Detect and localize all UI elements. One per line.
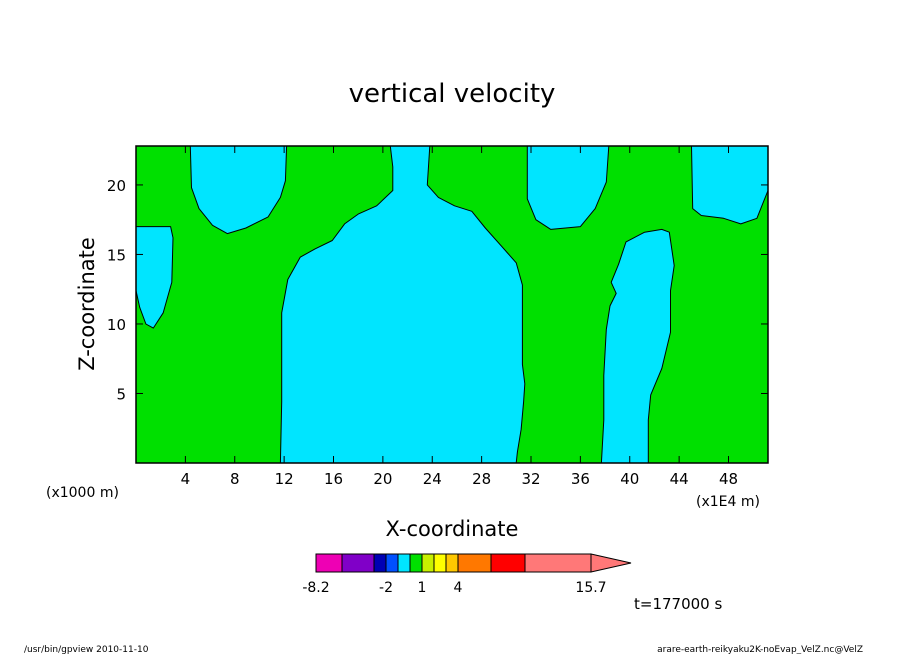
x-unit-right-label: (x1E4 m) (696, 494, 760, 510)
colorbar-label: 15.7 (575, 580, 606, 596)
x-tick-label: 40 (620, 470, 639, 488)
colorbar-box (524, 553, 592, 573)
colorbar-box (315, 553, 343, 573)
contour-region-f (691, 145, 769, 225)
x-tick-label: 8 (230, 470, 240, 488)
y-tick-label: 10 (107, 316, 126, 334)
x-tick-label: 20 (373, 470, 392, 488)
contour-region-b (189, 145, 288, 235)
colorbar-box (373, 553, 387, 573)
x-tick-label: 36 (571, 470, 590, 488)
x-unit-left-label: (x1000 m) (46, 485, 119, 501)
contour-region-d (526, 145, 610, 230)
y-tick-label: 20 (107, 177, 126, 195)
colorbar-arrow (590, 553, 632, 573)
x-tick-label: 28 (472, 470, 491, 488)
footer-left: /usr/bin/gpview 2010-11-10 (24, 645, 149, 654)
colorbar-label: -2 (379, 580, 393, 596)
x-tick-label: 16 (324, 470, 343, 488)
x-axis-label: X-coordinate (386, 517, 519, 541)
time-label: t=177000 s (634, 595, 722, 613)
contour-region-c (279, 145, 526, 464)
colorbar-label: 4 (454, 580, 463, 596)
colorbar-box (457, 553, 492, 573)
y-tick-label: 15 (107, 246, 126, 264)
colorbar-label: -8.2 (302, 580, 329, 596)
colorbar-box (397, 553, 411, 573)
y-tick-label: 5 (116, 385, 126, 403)
x-tick-label: 32 (521, 470, 540, 488)
colorbar-box (385, 553, 399, 573)
x-tick-label: 4 (181, 470, 191, 488)
colorbar: -8.2 -2 1 4 15.7 (302, 553, 632, 596)
colorbar-box (445, 553, 459, 573)
y-axis-label: Z-coordinate (75, 237, 99, 371)
colorbar-label: 1 (418, 580, 427, 596)
colorbar-box (421, 553, 435, 573)
x-tick-label: 24 (423, 470, 442, 488)
x-tick-label: 12 (275, 470, 294, 488)
x-tick-label: 48 (719, 470, 738, 488)
x-tick-label: 44 (670, 470, 689, 488)
colorbar-box (433, 553, 447, 573)
contour-region-a (135, 226, 174, 329)
colorbar-box (341, 553, 375, 573)
plot-frame (135, 145, 769, 464)
contour-region-e (600, 228, 675, 464)
footer-right: arare-earth-reikyaku2K-noEvap_VelZ.nc@Ve… (657, 645, 863, 654)
chart-title: vertical velocity (349, 79, 556, 109)
colorbar-box (490, 553, 526, 573)
colorbar-box (409, 553, 423, 573)
